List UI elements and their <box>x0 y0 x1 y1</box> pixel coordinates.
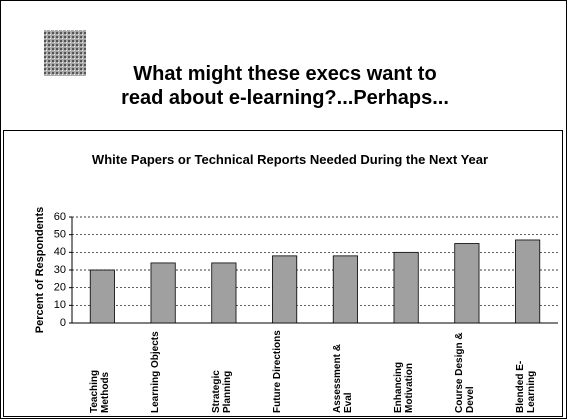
y-axis-label: Percent of Respondents <box>34 207 46 334</box>
y-tick-label: 10 <box>54 299 66 311</box>
bar <box>89 269 115 324</box>
bar <box>454 243 480 324</box>
y-tick-label: 40 <box>54 246 66 258</box>
y-tick-label: 30 <box>54 264 66 276</box>
x-tick-label: Course Design & Devel <box>453 332 476 413</box>
x-tick-label: Learning Objects <box>150 331 162 413</box>
chart-title: White Papers or Technical Reports Needed… <box>91 152 489 167</box>
y-tick-label: 20 <box>54 282 66 294</box>
chart-border <box>3 130 563 417</box>
bar <box>272 255 298 324</box>
bar <box>211 262 237 324</box>
y-tick-label: 50 <box>54 229 66 241</box>
x-tick-label: Strategic Planning <box>210 370 233 413</box>
bar <box>515 239 541 324</box>
bar <box>332 255 358 324</box>
y-tick-label: 60 <box>54 211 66 223</box>
y-tick-label: 0 <box>60 317 66 329</box>
x-tick-label: Future Directions <box>271 330 283 413</box>
x-tick-label: Enhancing Motivation <box>393 361 416 413</box>
x-tick-label: Teaching Methods <box>89 369 112 413</box>
bar <box>393 251 419 324</box>
bar <box>150 262 176 324</box>
x-tick-label: Blended E-Learning <box>514 360 537 413</box>
x-tick-label: Assessment & Eval <box>332 344 355 413</box>
slide-title: What might these execs want to read abou… <box>121 63 449 109</box>
icon <box>44 30 86 76</box>
